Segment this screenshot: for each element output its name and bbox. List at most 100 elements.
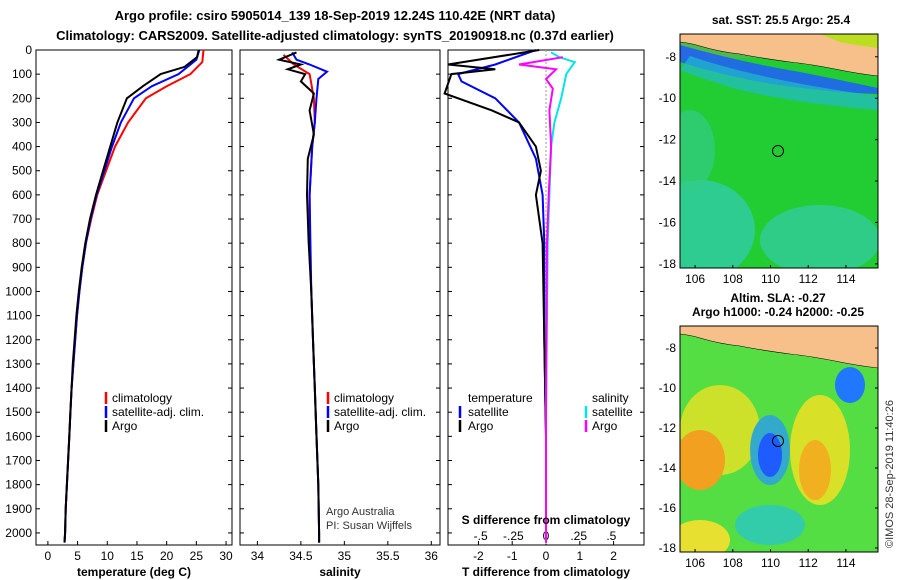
- x-tick-label: 15: [130, 549, 144, 563]
- map-y-tick-label: -12: [659, 133, 677, 147]
- map-x-tick-label: 106: [685, 556, 705, 570]
- y-tick-label: 300: [12, 115, 32, 129]
- map-y-tick-label: -16: [659, 215, 677, 229]
- difference-legend-temperature: temperature satellite Argo: [458, 391, 533, 433]
- temperature-panel: 0100200300400500600700800900100011001200…: [5, 43, 233, 579]
- x-tick-label: -1: [507, 549, 518, 563]
- legend-label-s-argo: Argo: [592, 419, 618, 433]
- y-tick-label: 600: [12, 188, 32, 202]
- legend-label-t-satellite: satellite: [468, 405, 509, 419]
- temperature-axes: [35, 49, 233, 546]
- y-tick-label: 2000: [5, 526, 32, 540]
- map-y-tick-label: -14: [659, 461, 677, 475]
- x-tick-label: 35: [338, 549, 352, 563]
- series-argo: [63, 49, 200, 543]
- y-tick-label: 100: [12, 67, 32, 81]
- y-tick-label: 900: [12, 260, 32, 274]
- series-argo: [275, 51, 321, 543]
- map-x-tick-label: 114: [836, 556, 855, 570]
- map-y-tick-label: -16: [659, 501, 677, 515]
- y-tick-label: 500: [12, 164, 32, 178]
- y-tick-label: 1000: [5, 284, 32, 298]
- temperature-xlabel: temperature (deg C): [77, 565, 191, 579]
- y-tick-label: 1200: [5, 333, 32, 347]
- top-x-tick-label: -.25: [503, 529, 524, 543]
- map-x-tick-label: 106: [685, 272, 705, 286]
- y-tick-label: 700: [12, 212, 32, 226]
- map-y-tick-label: -10: [659, 91, 677, 105]
- map-x-tick-label: 114: [836, 272, 855, 286]
- salinity-panel: 34 34.5 35 35.5 36 salinity climatology sate…: [239, 49, 441, 579]
- credit-line-2: PI: Susan Wijffels: [326, 520, 412, 532]
- map-y-tick-label: -18: [659, 257, 677, 271]
- title-line-1: Argo profile: csiro 5905014_139 18-Sep-2…: [114, 8, 556, 23]
- top-x-tick-label: -.5: [474, 529, 488, 543]
- sst-map-frame: [679, 33, 879, 269]
- y-tick-label: 1800: [5, 478, 32, 492]
- sst-argo-marker: [772, 145, 784, 157]
- sla-map: Altim. SLA: -0.27 Argo h1000: -0.24 h200…: [659, 291, 879, 570]
- legend-title-salinity: salinity: [592, 391, 629, 405]
- sst-map-title: sat. SST: 25.5 Argo: 25.4: [712, 13, 851, 27]
- x-tick-label: 1: [576, 549, 583, 563]
- legend-label-t-argo: Argo: [468, 419, 494, 433]
- y-tick-label: 1600: [5, 429, 32, 443]
- salinity-axes: [239, 49, 441, 546]
- x-tick-label: 36: [425, 549, 439, 563]
- legend-label-argo: Argo: [334, 419, 360, 433]
- credit-line-1: Argo Australia: [326, 506, 395, 518]
- difference-legend-salinity: salinity satellite Argo: [584, 391, 633, 433]
- x-tick-label: 2: [610, 549, 617, 563]
- x-tick-label: 30: [219, 549, 233, 563]
- y-tick-label: 1100: [6, 309, 32, 323]
- map-x-tick-label: 112: [799, 272, 818, 286]
- y-tick-label: 1500: [5, 405, 32, 419]
- series-s-argo: [518, 56, 564, 543]
- map-y-tick-label: -8: [665, 341, 676, 355]
- x-tick-label: 34.5: [289, 549, 313, 563]
- legend-label-climatology: climatology: [334, 391, 394, 405]
- legend-label-satellite: satellite-adj. clim.: [112, 405, 204, 419]
- sla-argo-marker: [772, 435, 784, 447]
- x-tick-label: 0: [45, 549, 52, 563]
- y-tick-label: 400: [12, 140, 32, 154]
- difference-xlabel: T difference from climatology: [462, 565, 630, 579]
- top-x-tick-label: .25: [570, 529, 587, 543]
- x-tick-label: 20: [160, 549, 174, 563]
- sla-map-title-2: Argo h1000: -0.24 h2000: -0.25: [692, 305, 864, 319]
- x-tick-label: 5: [74, 549, 81, 563]
- series-t-argo: [443, 49, 547, 543]
- map-y-tick-label: -12: [659, 421, 677, 435]
- temperature-legend: climatology satellite-adj. clim. Argo: [104, 391, 204, 433]
- map-x-tick-label: 110: [761, 272, 780, 286]
- map-y-tick-label: -14: [659, 174, 677, 188]
- top-x-tick-label: .5: [606, 529, 616, 543]
- map-y-tick-label: -18: [659, 541, 677, 555]
- x-tick-label: 34: [251, 549, 265, 563]
- difference-top-axis-label: S difference from climatology: [462, 513, 631, 527]
- x-tick-label: -2: [473, 549, 484, 563]
- map-y-tick-label: -10: [659, 381, 677, 395]
- y-tick-label: 1300: [5, 357, 32, 371]
- y-tick-label: 200: [12, 91, 32, 105]
- map-x-tick-label: 108: [723, 556, 743, 570]
- y-tick-label: 1400: [5, 381, 32, 395]
- legend-label-climatology: climatology: [112, 391, 172, 405]
- salinity-legend: climatology satellite-adj. clim. Argo: [326, 391, 426, 433]
- x-tick-label: 10: [101, 549, 115, 563]
- y-tick-label: 1700: [5, 453, 32, 467]
- sst-map: sat. SST: 25.5 Argo: 25.4 106 108 110 112 11…: [659, 13, 879, 286]
- x-tick-label: 25: [190, 549, 204, 563]
- x-tick-label: 0: [543, 549, 550, 563]
- map-x-tick-label: 108: [723, 272, 743, 286]
- legend-label-argo: Argo: [112, 419, 138, 433]
- y-tick-label: 1900: [5, 502, 32, 516]
- legend-label-s-satellite: satellite: [592, 405, 633, 419]
- title-line-2: Climatology: CARS2009. Satellite-adjuste…: [56, 28, 614, 43]
- y-tick-label: 0: [25, 43, 32, 57]
- sla-map-field: [680, 326, 878, 552]
- sla-map-frame: [679, 325, 879, 553]
- x-tick-label: 35.5: [376, 549, 400, 563]
